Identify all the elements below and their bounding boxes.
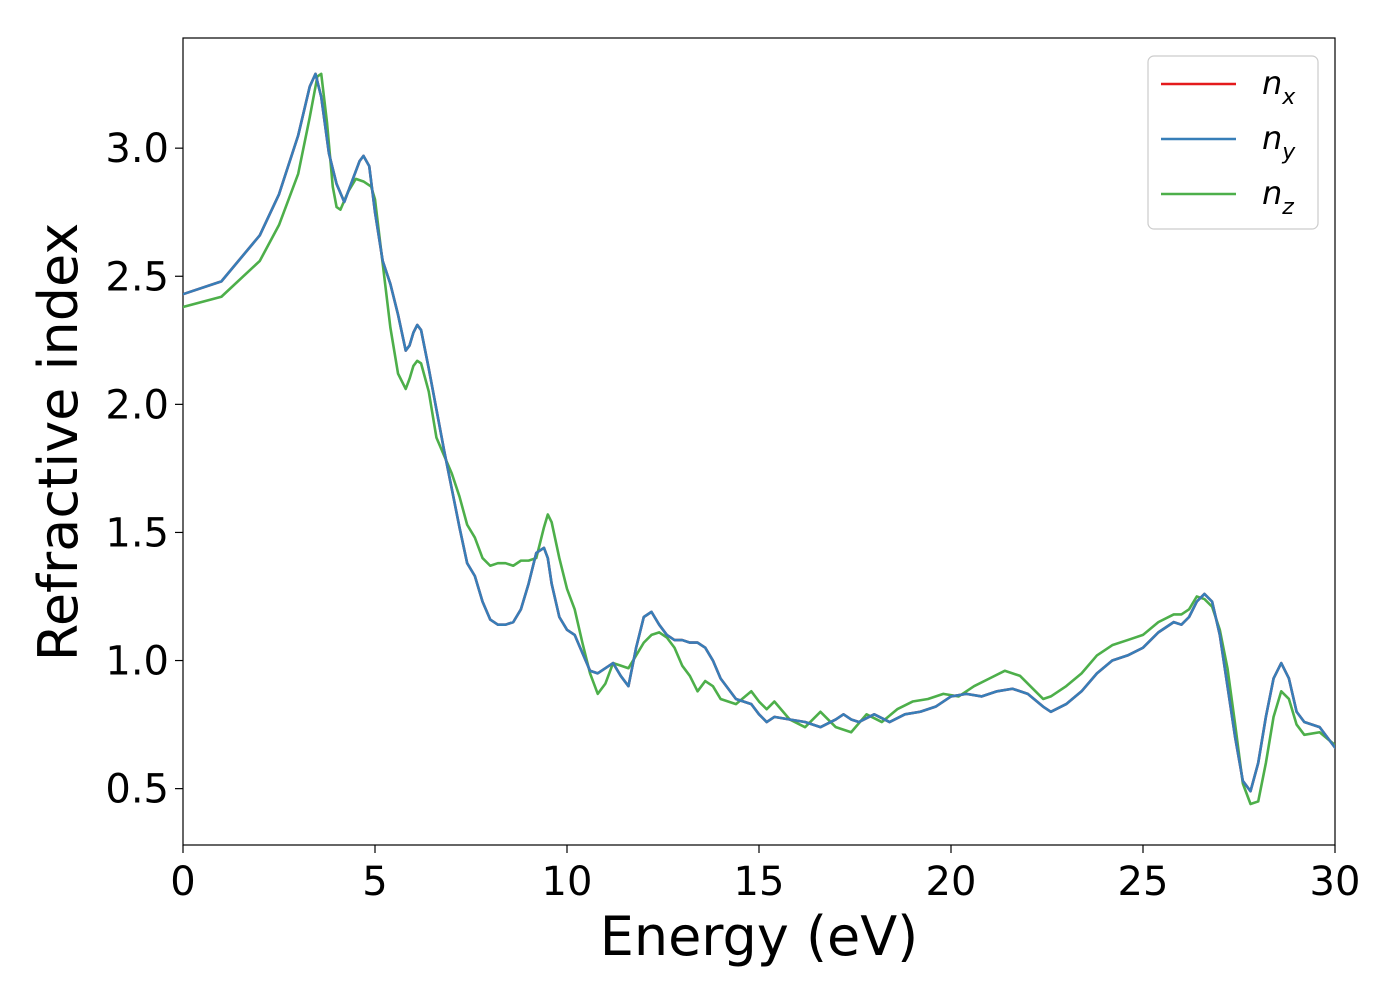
legend-label-nx: nx <box>1262 64 1296 110</box>
x-axis-ticks: 0 5 10 15 20 25 30 <box>170 845 1360 905</box>
legend-label-base: n <box>1262 64 1282 102</box>
series-line-ny <box>183 72 1335 793</box>
legend-label-base: n <box>1262 119 1282 157</box>
plot-frame <box>182 37 1336 846</box>
y-axis-ticks: 0.5 1.0 1.5 2.0 2.5 3.0 <box>105 126 183 813</box>
x-tick-label: 25 <box>1118 859 1169 905</box>
y-axis-label: Refractive index <box>27 223 90 662</box>
legend-label-base: n <box>1262 174 1282 212</box>
x-tick-label: 0 <box>170 859 195 905</box>
legend-box <box>1147 55 1319 230</box>
x-tick-label: 20 <box>926 859 977 905</box>
y-tick-label: 3.0 <box>105 126 169 172</box>
legend-label-nz: nz <box>1262 174 1294 220</box>
series-layer <box>183 72 1335 806</box>
x-tick-label: 5 <box>362 859 387 905</box>
series-line-nz <box>183 72 1335 806</box>
x-tick-label: 30 <box>1310 859 1361 905</box>
y-tick-label: 2.5 <box>105 254 169 300</box>
y-tick-label: 1.5 <box>105 510 169 556</box>
x-tick-label: 10 <box>542 859 593 905</box>
y-tick-label: 0.5 <box>105 767 169 813</box>
y-tick-label: 1.0 <box>105 639 169 685</box>
legend-label-ny: ny <box>1262 119 1296 165</box>
legend-label-subscript: y <box>1281 140 1296 165</box>
legend-label-subscript: z <box>1281 195 1294 220</box>
legend-label-subscript: x <box>1281 85 1296 110</box>
y-tick-label: 2.0 <box>105 382 169 428</box>
x-axis-label: Energy (eV) <box>600 905 919 968</box>
x-tick-label: 15 <box>734 859 785 905</box>
